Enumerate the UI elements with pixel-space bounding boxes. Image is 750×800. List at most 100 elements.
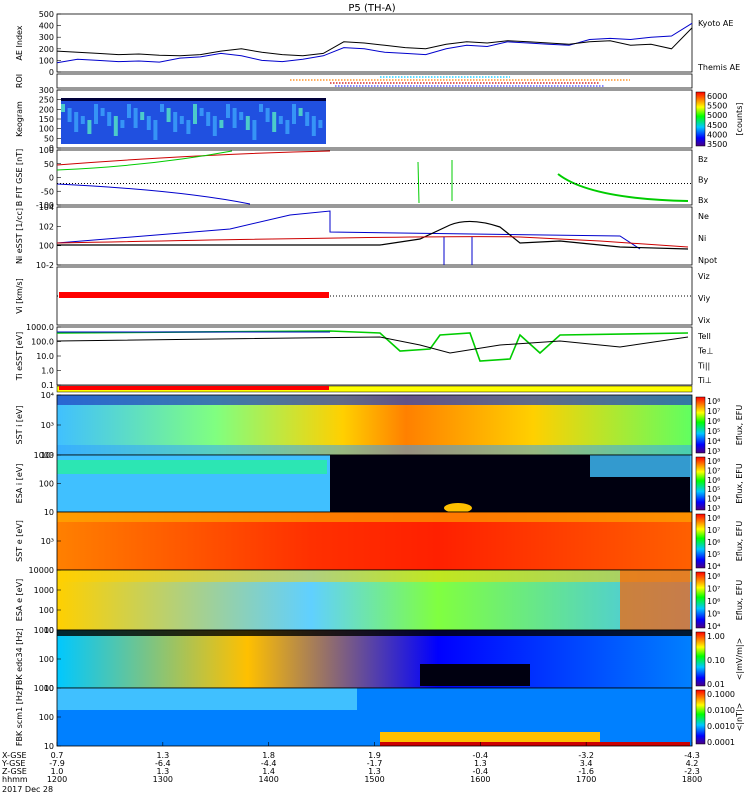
colorbar-keogram (695, 91, 706, 147)
panel-frame-ti (56, 326, 693, 386)
y-tick-label-ti: 0.1 (41, 381, 54, 390)
x-ephemeris-value: 4.2 (686, 759, 699, 768)
y-tick-label-sst_i: 10² (41, 451, 54, 460)
keogram-pixel (87, 120, 92, 134)
keogram-pixel (318, 120, 323, 128)
y-tick-label-fbk_e: 1000 (34, 626, 54, 635)
keogram-pixel (245, 116, 250, 130)
colorbar-tick-esa_i: 10⁴ (707, 495, 720, 504)
colorbar-tick-sst_i: 10⁵ (707, 427, 720, 436)
x-ephemeris-value: 1.3 (156, 751, 169, 760)
y-tick-label-sst_i: 10³ (41, 421, 54, 430)
colorbar-sst_e (695, 513, 706, 569)
y-tick-label-bfit: -100 (36, 201, 54, 210)
y-tick-label-ni: 10-2 (36, 261, 54, 270)
keogram-pixel (199, 108, 204, 116)
keogram-pixel (292, 104, 296, 124)
legend-vi: Vix (698, 316, 711, 325)
y-tick-label-ni: 104 (39, 203, 54, 212)
colorbar-tick-esa_e: 10⁸ (707, 572, 720, 581)
colorbar-tick-sst_e: 10⁸ (707, 514, 720, 523)
x-tick-label: 1800 (682, 775, 702, 784)
keogram-pixel (120, 120, 125, 128)
y-tick-label-ae: 500 (39, 10, 54, 19)
y-tick-label-bfit: 100 (39, 146, 54, 155)
by-line (56, 150, 233, 171)
keogram-pixel (166, 108, 171, 122)
x-ephemeris-value: -1.6 (578, 767, 594, 776)
colorbar-tick-esa_i: 10⁵ (707, 485, 720, 494)
quality-flag-red (59, 386, 329, 390)
x-ephemeris-value: 1.3 (156, 767, 169, 776)
colorbar-tick-keogram: 4500 (707, 121, 727, 130)
keogram-pixel (67, 108, 72, 122)
keogram-pixel (193, 104, 197, 124)
legend-ni: Ni (698, 234, 706, 243)
y-tick-label-fbk_e: 10 (44, 684, 54, 693)
colorbar-tick-esa_i: 10⁶ (707, 476, 720, 485)
x-ephemeris-value: 1.9 (368, 751, 381, 760)
keogram-pixel (140, 112, 145, 120)
keogram-pixel (226, 104, 230, 118)
x-tick-label: 1300 (153, 775, 173, 784)
colorbar-tick-keogram: 5000 (707, 111, 727, 120)
colorbar-tick-esa_i: 10⁸ (707, 457, 720, 466)
keogram-pixel (94, 104, 98, 124)
spectrogram-band (57, 570, 692, 582)
spectrogram-band (57, 395, 692, 405)
keogram-pixel (133, 108, 138, 128)
kyoto-ae-line (56, 22, 693, 64)
keogram-pixel (232, 108, 237, 128)
colorbar-tick-sst_i: 10⁴ (707, 437, 720, 446)
ti-par-line (56, 330, 689, 362)
colorbar-label-sst_e: Eflux, EFU (735, 521, 744, 562)
spectrogram-dark-region (420, 664, 530, 686)
plot-date: 2017 Dec 28 (2, 785, 53, 794)
by-line-late (557, 173, 689, 202)
spectrogram-band (57, 630, 692, 636)
y-tick-label-keogram: 200 (39, 105, 54, 114)
y-tick-label-ni: 102 (39, 222, 54, 231)
colorbar-label-keogram: [counts] (735, 103, 744, 136)
y-tick-label-keogram: 300 (39, 86, 54, 95)
y-tick-label-ae: 200 (39, 45, 54, 54)
y-tick-label-ti: 10.0 (36, 352, 54, 361)
colorbar-tick-sst_i: 10⁸ (707, 397, 720, 406)
keogram-pixel (272, 112, 277, 132)
keogram-pixel (153, 120, 158, 140)
keogram-pixel (80, 116, 85, 124)
x-ephemeris-value: -3.2 (578, 751, 594, 760)
panel-ylabel-ni: Ni eSST [1/cc] (15, 208, 24, 264)
legend-ti: Te⊥ (697, 347, 713, 356)
spectrogram-hot-region (620, 570, 690, 630)
colorbar-label-esa_i: Eflux, EFU (735, 463, 744, 504)
x-ephemeris-value: 1.0 (51, 767, 64, 776)
colorbar-sst_i (695, 396, 706, 454)
keogram-pixel (285, 120, 290, 134)
panel-ylabel-fbk_e: FBK edc34 [Hz] (15, 628, 24, 689)
colorbar-tick-keogram: 4000 (707, 130, 727, 139)
by-spike (417, 161, 420, 204)
x-ephemeris-row-label: X-GSE (2, 751, 27, 760)
keogram-pixel (305, 112, 310, 126)
panel-frame-roi (56, 73, 693, 89)
keogram-pixel (212, 116, 217, 136)
colorbar-tick-keogram: 5500 (707, 102, 727, 111)
panel-ylabel-sst_i: SST i [eV] (15, 406, 24, 445)
x-ephemeris-value: -1.7 (367, 759, 383, 768)
x-ephemeris-value: -2.3 (684, 767, 700, 776)
colorbar-tick-esa_e: 10⁵ (707, 610, 720, 619)
x-ephemeris-value: -4.3 (684, 751, 700, 760)
keogram-pixel (61, 104, 65, 112)
panel-frame-ni (56, 206, 693, 266)
x-ephemeris-row-label: Z-GSE (2, 767, 27, 776)
colorbar-tick-sst_e: 10⁴ (707, 562, 720, 571)
legend-ni: Ne (698, 212, 709, 221)
npot-line (56, 210, 641, 250)
y-tick-label-esa_i: 10 (44, 508, 54, 517)
keogram-pixel (186, 120, 191, 134)
y-tick-label-esa_e: 10 (44, 626, 54, 635)
keogram-pixel (173, 112, 178, 132)
colorbar-tick-fbk_e: 1.00 (707, 632, 725, 641)
